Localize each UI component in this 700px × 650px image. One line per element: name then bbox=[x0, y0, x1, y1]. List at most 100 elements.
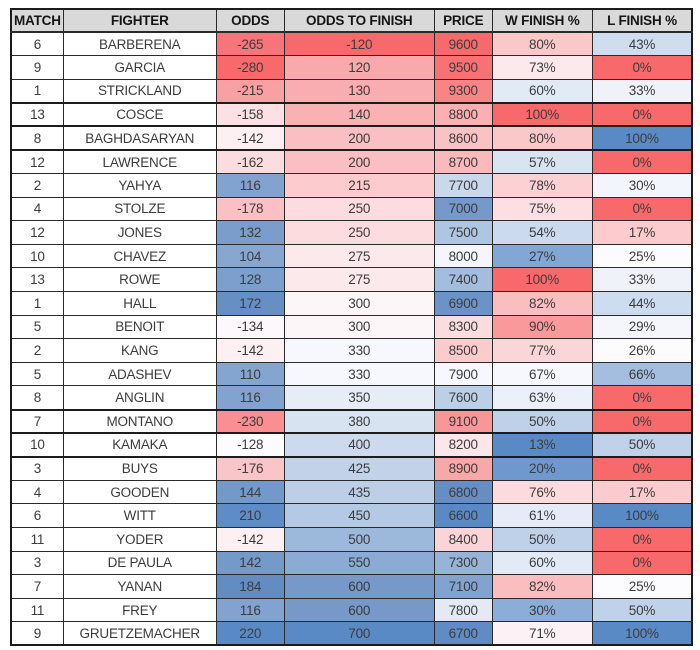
fighter-cell[interactable]: KANG bbox=[62, 338, 217, 363]
price-cell[interactable]: 6800 bbox=[433, 479, 493, 505]
w-finish-cell[interactable]: 78% bbox=[491, 173, 593, 198]
l-finish-cell[interactable]: 26% bbox=[591, 338, 693, 363]
l-finish-cell[interactable]: 0% bbox=[591, 526, 693, 552]
match-cell[interactable]: 13 bbox=[10, 267, 64, 293]
w-finish-cell[interactable]: 100% bbox=[491, 267, 593, 293]
odds-to-finish-cell[interactable]: 600 bbox=[283, 574, 435, 599]
odds-to-finish-cell[interactable]: 200 bbox=[283, 148, 435, 175]
fighter-cell[interactable]: HALL bbox=[62, 291, 217, 316]
price-cell[interactable]: 7500 bbox=[433, 220, 493, 245]
match-cell[interactable]: 7 bbox=[10, 408, 64, 434]
price-cell[interactable]: 7600 bbox=[433, 385, 493, 410]
w-finish-cell[interactable]: 77% bbox=[491, 338, 593, 363]
odds-cell[interactable]: -230 bbox=[215, 408, 285, 434]
price-cell[interactable]: 7400 bbox=[433, 267, 493, 293]
odds-cell[interactable]: 172 bbox=[215, 291, 285, 316]
odds-to-finish-cell[interactable]: 450 bbox=[283, 503, 435, 528]
odds-to-finish-cell[interactable]: 275 bbox=[283, 267, 435, 293]
price-cell[interactable]: 8000 bbox=[433, 243, 493, 269]
w-finish-cell[interactable]: 61% bbox=[491, 503, 593, 528]
l-finish-cell[interactable]: 44% bbox=[591, 291, 693, 316]
w-finish-cell[interactable]: 50% bbox=[491, 408, 593, 434]
fighter-cell[interactable]: JONES bbox=[62, 220, 217, 245]
odds-cell[interactable]: -265 bbox=[215, 31, 285, 57]
w-finish-cell[interactable]: 50% bbox=[491, 526, 593, 552]
price-cell[interactable]: 8500 bbox=[433, 338, 493, 363]
w-finish-cell[interactable]: 60% bbox=[491, 78, 593, 104]
odds-to-finish-cell[interactable]: 250 bbox=[283, 196, 435, 222]
fighter-cell[interactable]: FREY bbox=[62, 597, 217, 623]
l-finish-cell[interactable]: 0% bbox=[591, 148, 693, 175]
w-finish-cell[interactable]: 80% bbox=[491, 31, 593, 57]
price-cell[interactable]: 9100 bbox=[433, 408, 493, 434]
price-cell[interactable]: 9600 bbox=[433, 31, 493, 57]
odds-cell[interactable]: -158 bbox=[215, 101, 285, 127]
fighter-cell[interactable]: LAWRENCE bbox=[62, 148, 217, 175]
odds-cell[interactable]: -142 bbox=[215, 338, 285, 363]
l-finish-cell[interactable]: 100% bbox=[591, 503, 693, 528]
odds-cell[interactable]: 116 bbox=[215, 385, 285, 410]
match-cell[interactable]: 2 bbox=[10, 173, 64, 198]
odds-to-finish-cell[interactable]: 250 bbox=[283, 220, 435, 245]
l-finish-cell[interactable]: 29% bbox=[591, 314, 693, 340]
price-cell[interactable]: 7300 bbox=[433, 550, 493, 576]
match-cell[interactable]: 8 bbox=[10, 125, 64, 151]
column-header-odds-to-finish[interactable]: ODDS TO FINISH bbox=[283, 8, 435, 33]
fighter-cell[interactable]: YANAN bbox=[62, 574, 217, 599]
fighter-cell[interactable]: KAMAKA bbox=[62, 432, 217, 458]
l-finish-cell[interactable]: 0% bbox=[591, 55, 693, 80]
odds-cell[interactable]: 144 bbox=[215, 479, 285, 505]
odds-to-finish-cell[interactable]: 550 bbox=[283, 550, 435, 576]
match-cell[interactable]: 11 bbox=[10, 526, 64, 552]
w-finish-cell[interactable]: 13% bbox=[491, 432, 593, 458]
price-cell[interactable]: 8900 bbox=[433, 455, 493, 481]
w-finish-cell[interactable]: 20% bbox=[491, 455, 593, 481]
l-finish-cell[interactable]: 30% bbox=[591, 173, 693, 198]
fighter-cell[interactable]: STOLZE bbox=[62, 196, 217, 222]
match-cell[interactable]: 12 bbox=[10, 148, 64, 175]
price-cell[interactable]: 9300 bbox=[433, 78, 493, 104]
fighter-cell[interactable]: STRICKLAND bbox=[62, 78, 217, 104]
odds-to-finish-cell[interactable]: 330 bbox=[283, 338, 435, 363]
fighter-cell[interactable]: COSCE bbox=[62, 101, 217, 127]
l-finish-cell[interactable]: 50% bbox=[591, 432, 693, 458]
w-finish-cell[interactable]: 67% bbox=[491, 361, 593, 387]
w-finish-cell[interactable]: 82% bbox=[491, 574, 593, 599]
w-finish-cell[interactable]: 71% bbox=[491, 621, 593, 646]
price-cell[interactable]: 9500 bbox=[433, 55, 493, 80]
odds-cell[interactable]: -142 bbox=[215, 125, 285, 151]
match-cell[interactable]: 2 bbox=[10, 338, 64, 363]
fighter-cell[interactable]: YODER bbox=[62, 526, 217, 552]
match-cell[interactable]: 7 bbox=[10, 574, 64, 599]
price-cell[interactable]: 7000 bbox=[433, 196, 493, 222]
w-finish-cell[interactable]: 73% bbox=[491, 55, 593, 80]
l-finish-cell[interactable]: 0% bbox=[591, 101, 693, 127]
fighter-cell[interactable]: ROWE bbox=[62, 267, 217, 293]
w-finish-cell[interactable]: 80% bbox=[491, 125, 593, 151]
price-cell[interactable]: 6900 bbox=[433, 291, 493, 316]
l-finish-cell[interactable]: 17% bbox=[591, 220, 693, 245]
w-finish-cell[interactable]: 90% bbox=[491, 314, 593, 340]
odds-to-finish-cell[interactable]: 200 bbox=[283, 125, 435, 151]
l-finish-cell[interactable]: 25% bbox=[591, 243, 693, 269]
price-cell[interactable]: 8300 bbox=[433, 314, 493, 340]
odds-to-finish-cell[interactable]: 140 bbox=[283, 101, 435, 127]
fighter-cell[interactable]: ANGLIN bbox=[62, 385, 217, 410]
fighter-cell[interactable]: ADASHEV bbox=[62, 361, 217, 387]
odds-to-finish-cell[interactable]: 215 bbox=[283, 173, 435, 198]
odds-cell[interactable]: 132 bbox=[215, 220, 285, 245]
match-cell[interactable]: 6 bbox=[10, 31, 64, 57]
odds-to-finish-cell[interactable]: 425 bbox=[283, 455, 435, 481]
odds-cell[interactable]: 142 bbox=[215, 550, 285, 576]
odds-to-finish-cell[interactable]: 120 bbox=[283, 55, 435, 80]
match-cell[interactable]: 9 bbox=[10, 621, 64, 646]
fighter-cell[interactable]: GRUETZEMACHER bbox=[62, 621, 217, 646]
odds-cell[interactable]: 104 bbox=[215, 243, 285, 269]
l-finish-cell[interactable]: 25% bbox=[591, 574, 693, 599]
match-cell[interactable]: 4 bbox=[10, 479, 64, 505]
price-cell[interactable]: 8700 bbox=[433, 148, 493, 175]
odds-to-finish-cell[interactable]: 700 bbox=[283, 621, 435, 646]
w-finish-cell[interactable]: 100% bbox=[491, 101, 593, 127]
l-finish-cell[interactable]: 0% bbox=[591, 550, 693, 576]
match-cell[interactable]: 5 bbox=[10, 361, 64, 387]
